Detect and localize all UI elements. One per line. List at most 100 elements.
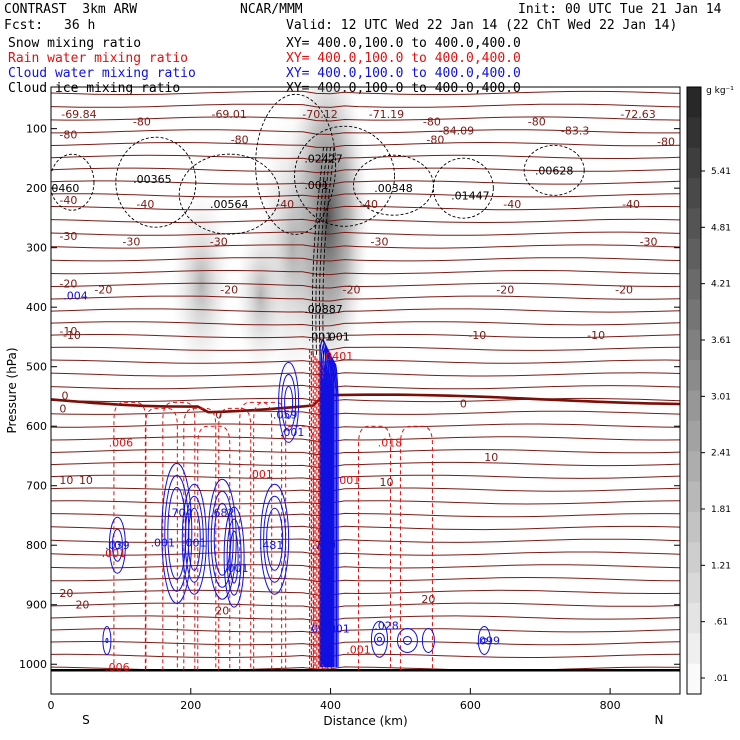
isotherm-value-label: -20	[615, 283, 633, 296]
cloud-contour	[229, 530, 239, 584]
x-tick-label: 600	[460, 699, 481, 712]
ice-contour	[115, 136, 197, 228]
isotherm-value-label: -20	[496, 283, 514, 296]
colorbar-swatch	[687, 390, 701, 422]
isotherm-label: -20	[59, 277, 77, 290]
snow-shade-far-west	[171, 188, 232, 379]
rain-contour	[239, 401, 273, 671]
isotherm-line	[51, 474, 680, 481]
colorbar-swatch	[687, 329, 701, 361]
y-tick-label: 900	[26, 599, 47, 612]
colorbar-swatch	[687, 360, 701, 391]
cloud-contour	[480, 637, 488, 643]
colorbar-swatch	[687, 117, 701, 149]
cloud-contour	[421, 627, 435, 653]
isotherm-label: 10	[59, 474, 73, 487]
isotherm-value-label: -80	[528, 116, 546, 129]
cloud-contour	[284, 385, 294, 419]
cloud-contour	[402, 635, 412, 645]
colorbar-swatch	[687, 572, 701, 604]
isotherm-value-label: -20	[94, 283, 112, 296]
isotherm-value-label: -40	[622, 198, 640, 211]
ice-core-contour	[315, 146, 328, 355]
colorbar-swatch	[687, 299, 701, 331]
y-tick-label: 400	[26, 301, 47, 314]
isotherm-value-label: 10	[379, 476, 393, 489]
isotherm-label: -40	[59, 194, 77, 207]
y-tick-label: 1000	[19, 658, 47, 671]
forecast-label: Fcst:	[4, 18, 44, 33]
colorbar-swatch	[687, 663, 701, 695]
cloud-core-contour	[327, 354, 335, 668]
snow-core-shade	[285, 87, 370, 383]
rain-value-label: .001	[248, 468, 273, 481]
rain-value-label: .001	[102, 547, 127, 560]
field-name-cloud-ice: Cloud ice mixing ratio	[8, 81, 181, 96]
isotherm-line	[51, 525, 680, 531]
cloud-water-value-label: .099	[476, 634, 501, 647]
cloud-contour	[281, 373, 297, 431]
isotherm-line	[51, 193, 680, 198]
cloud-core-fill	[320, 378, 331, 665]
cloud-water-value-label: .004	[63, 289, 88, 302]
ice-contour	[523, 144, 585, 196]
rain-contour	[197, 425, 231, 671]
isotherm-value-label: -30	[122, 236, 140, 249]
isotherm-value-label: -20	[220, 283, 238, 296]
isotherm-line	[51, 218, 680, 224]
cloud-contour	[111, 528, 123, 562]
isotherm-line	[51, 282, 680, 289]
isotherm-line	[51, 615, 680, 622]
isotherm-value-label: -80	[657, 136, 675, 149]
ice-snow-value-label: .00365	[133, 173, 172, 186]
cloud-contour	[213, 502, 231, 576]
isotherm-value-label: -69.84	[61, 108, 96, 121]
cloud-water-value-label: .481	[259, 539, 284, 552]
colorbar-swatch	[687, 481, 701, 513]
cloud-contour	[260, 483, 290, 595]
rain-value-label: .0401	[322, 350, 354, 363]
plot-frame	[50, 86, 681, 695]
colorbar-tick-label: 4.21	[711, 280, 731, 290]
x-endpoint-right: N	[655, 713, 664, 727]
cloud-contour	[263, 495, 287, 583]
isotherm-line	[51, 449, 680, 455]
cloud-core-contour	[330, 360, 338, 668]
isotherm-line	[51, 436, 680, 443]
rain-contour	[399, 425, 433, 671]
isotherm-line	[51, 334, 680, 339]
cloud-water-value-label: .001	[280, 426, 305, 439]
rain-contour	[144, 407, 178, 671]
colorbar-tick-label: 5.41	[711, 167, 731, 177]
cloud-water-value-label: .028	[374, 620, 399, 633]
cloud-contour	[184, 495, 204, 583]
rain-contour	[253, 401, 287, 671]
field-xy-cloud-ice: XY= 400.0,100.0 to 400.0,400.0	[286, 81, 521, 96]
isotherm-value-label: -40	[360, 198, 378, 211]
isotherm-line	[51, 154, 680, 161]
colorbar-tick-label: .61	[714, 618, 728, 628]
isotherm-value-label: 0	[215, 408, 222, 421]
cloud-contour	[187, 507, 201, 571]
isotherm-line	[51, 103, 680, 108]
rain-contour	[358, 425, 392, 671]
x-axis-label: Distance (km)	[323, 714, 407, 728]
cloud-contour	[164, 474, 190, 592]
y-axis-label: Pressure (hPa)	[5, 347, 19, 433]
rain-contour	[183, 407, 217, 671]
colorbar-tick-label: 3.01	[711, 392, 731, 402]
init-time: Init: 00 UTC Tue 21 Jan 14	[518, 2, 722, 17]
cloud-water-value-label: .001	[308, 623, 333, 636]
isotherm-line	[51, 321, 680, 327]
isotherm-value-label: -71.19	[369, 108, 404, 121]
ice-contour	[51, 153, 95, 211]
colorbar-swatch	[687, 633, 701, 665]
isotherm-line	[51, 129, 680, 135]
colorbar-frame	[686, 86, 702, 695]
isotherm-label: 20	[59, 587, 73, 600]
cloud-contour	[373, 632, 385, 646]
isotherm-line	[51, 653, 680, 658]
colorbar-swatch	[687, 602, 701, 634]
isotherm-line	[51, 397, 680, 403]
